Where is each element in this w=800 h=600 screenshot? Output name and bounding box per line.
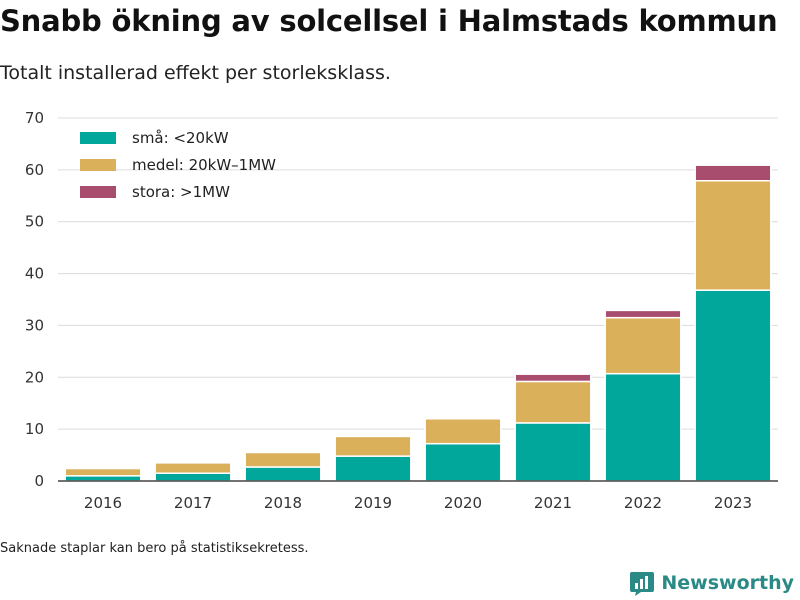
y-tick-label: 60 [25, 161, 44, 179]
bar-segment [694, 179, 772, 291]
x-tick-label: 2021 [534, 494, 572, 512]
bar-segment [604, 309, 682, 319]
gridlines [58, 117, 778, 430]
y-tick-label: 50 [25, 213, 44, 231]
y-tick-label: 70 [25, 109, 44, 127]
bar-segment [424, 442, 502, 482]
chart-title: Snabb ökning av solcellsel i Halmstads k… [0, 4, 778, 38]
y-tick-label: 30 [25, 316, 44, 334]
legend-swatch [80, 186, 116, 198]
y-tick-label: 0 [34, 472, 44, 490]
x-tick-label: 2022 [624, 494, 662, 512]
y-tick-label: 10 [25, 420, 44, 438]
bar-segment [514, 380, 592, 424]
legend-label: stora: >1MW [132, 183, 230, 201]
bar-segment [424, 418, 502, 445]
x-tick-label: 2018 [264, 494, 302, 512]
bar-segment [154, 472, 232, 482]
chart-subtitle: Totalt installerad effekt per storlekskl… [0, 62, 391, 84]
y-tick-label: 40 [25, 265, 44, 283]
x-tick-label: 2017 [174, 494, 212, 512]
brand-name: Newsworthy [661, 572, 794, 594]
stacked-bar-chart: 0 10 20 30 40 50 60 70 2016 2017 2018 2019 2020 2021 2… [25, 109, 778, 512]
x-tick-label: 2020 [444, 494, 482, 512]
x-tick-label: 2016 [84, 494, 122, 512]
bar-segment [244, 451, 322, 468]
bar-segment [64, 467, 142, 477]
newsworthy-logo-icon [630, 572, 655, 596]
bar-segment [604, 372, 682, 482]
bar-segment [154, 462, 232, 474]
bar-segment [694, 164, 772, 182]
brand-logo: Newsworthy [629, 570, 794, 596]
x-tick-label: 2019 [354, 494, 392, 512]
bar-segment [694, 289, 772, 482]
y-tick-label: 20 [25, 368, 44, 386]
bar-segment [334, 435, 412, 457]
bars [64, 164, 772, 482]
bar-segment [64, 475, 142, 482]
legend-swatch [80, 159, 116, 171]
bar-segment [334, 455, 412, 482]
bar-segment [514, 422, 592, 482]
legend: små: <20kW medel: 20kW–1MW stora: >1MW [80, 129, 276, 201]
legend-label: medel: 20kW–1MW [132, 156, 276, 174]
legend-swatch [80, 132, 116, 144]
footnote: Saknade staplar kan bero på statistiksek… [0, 541, 309, 556]
x-tick-label: 2023 [714, 494, 752, 512]
bar-segment [604, 316, 682, 375]
bar-segment [244, 466, 322, 482]
legend-label: små: <20kW [132, 129, 229, 147]
axes: 0 10 20 30 40 50 60 70 2016 2017 2018 2019 2020 2021 2… [25, 109, 778, 512]
bar-segment [514, 373, 592, 383]
